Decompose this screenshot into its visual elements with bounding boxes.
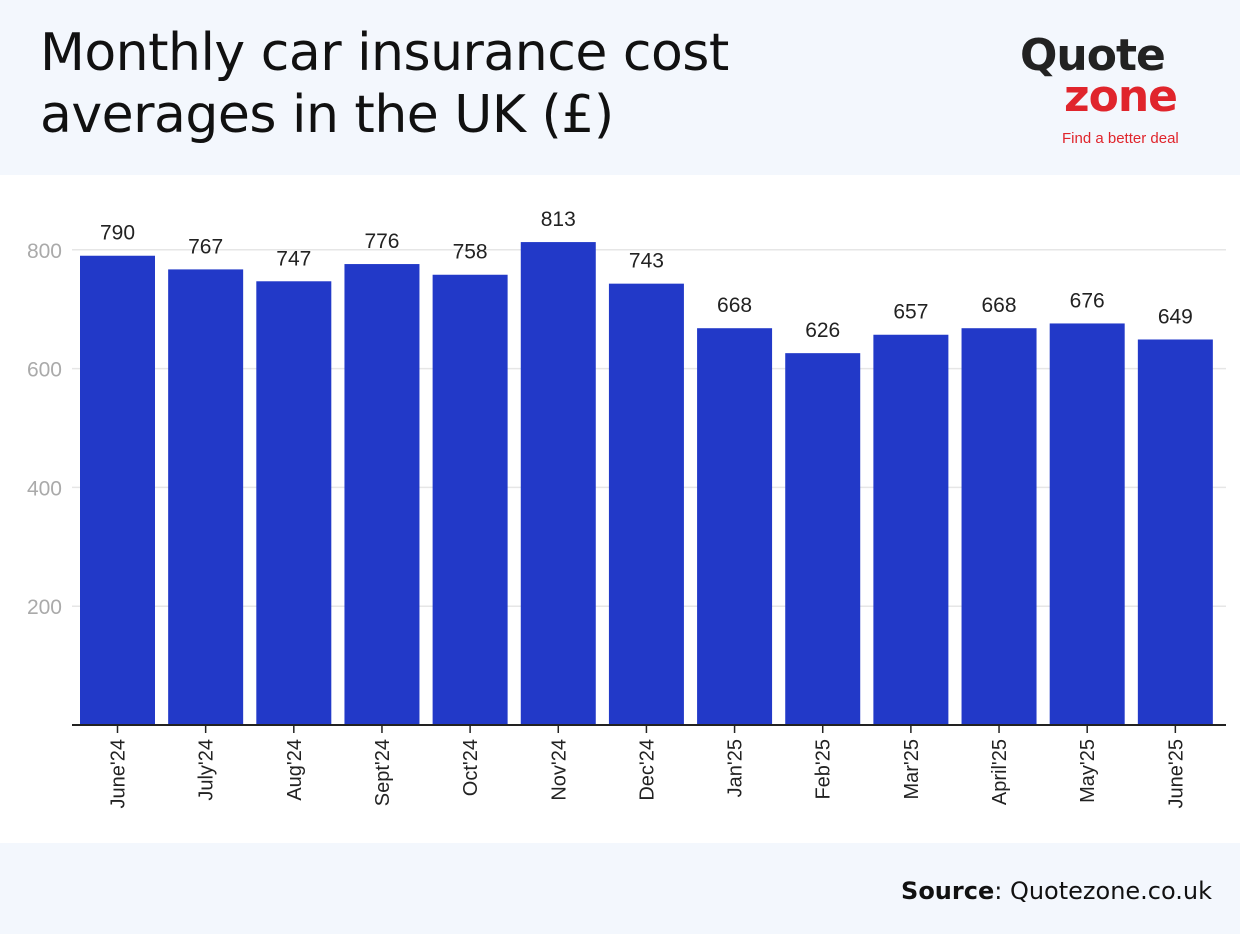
data-label: 767: [188, 235, 223, 258]
logo-tagline: Find a better deal: [1062, 130, 1179, 147]
bar: [168, 269, 244, 725]
x-tick-label: Feb'25: [813, 739, 835, 800]
data-label: 758: [453, 241, 488, 264]
data-label: 649: [1158, 305, 1193, 328]
x-tick-label: Dec'24: [636, 739, 658, 801]
x-tick-label: Oct'24: [460, 739, 482, 796]
logo-word-quote: Quote: [1020, 30, 1166, 81]
y-tick-label: 600: [27, 359, 62, 382]
chart-panel: 200 400 600 800 790 June'24 767 July'24 747 Aug'2…: [0, 175, 1240, 843]
data-label: 668: [717, 294, 752, 317]
data-label: 668: [982, 294, 1017, 317]
data-label: 657: [893, 301, 928, 324]
x-tick-label: May'25: [1077, 739, 1099, 803]
x-tick-label: July'24: [196, 739, 218, 801]
bar: [432, 274, 508, 725]
bar: [785, 353, 861, 725]
bar: [520, 242, 596, 725]
bar: [256, 281, 332, 725]
header: Monthly car insurance cost averages in t…: [0, 0, 1240, 175]
source-value: Quotezone.co.uk: [1009, 877, 1212, 905]
title-line-2: averages in the UK (£): [40, 85, 614, 145]
data-label: 813: [541, 208, 576, 231]
bar: [80, 255, 155, 725]
x-tick-label: April'25: [989, 739, 1011, 805]
x-tick-label: June'25: [1165, 739, 1187, 808]
quotezone-logo: Quote zone Find a better deal: [1020, 30, 1210, 150]
x-tick-label: Mar'25: [901, 739, 923, 800]
x-tick-label: Nov'24: [548, 739, 570, 801]
data-label: 743: [629, 250, 664, 273]
data-label: 790: [100, 222, 135, 245]
y-tick-label: 800: [27, 240, 62, 263]
footer: Source: Quotezone.co.uk: [0, 843, 1240, 934]
title-line-1: Monthly car insurance cost: [40, 23, 729, 83]
y-tick-label: 400: [27, 477, 62, 500]
bar: [697, 328, 773, 725]
data-label: 676: [1070, 289, 1105, 312]
data-label: 626: [805, 319, 840, 342]
data-label: 776: [364, 230, 399, 253]
bar: [1137, 339, 1213, 725]
y-tick-label: 200: [27, 596, 62, 619]
bar: [961, 328, 1037, 725]
x-tick-label: June'24: [108, 739, 130, 808]
bar: [1049, 323, 1125, 725]
bar-chart: 200 400 600 800 790 June'24 767 July'24 747 Aug'2…: [27, 208, 1226, 808]
logo-word-zone: zone: [1064, 71, 1178, 122]
x-tick-label: Aug'24: [284, 739, 306, 801]
bar: [344, 264, 420, 725]
source-label: Source: [901, 877, 995, 905]
bar: [608, 283, 684, 725]
data-label: 747: [276, 247, 311, 270]
x-tick-label: Sept'24: [372, 739, 394, 806]
bar: [873, 334, 949, 725]
chart-title: Monthly car insurance cost averages in t…: [40, 22, 840, 146]
x-tick-label: Jan'25: [725, 739, 747, 797]
source-note: Source: Quotezone.co.uk: [901, 877, 1212, 905]
